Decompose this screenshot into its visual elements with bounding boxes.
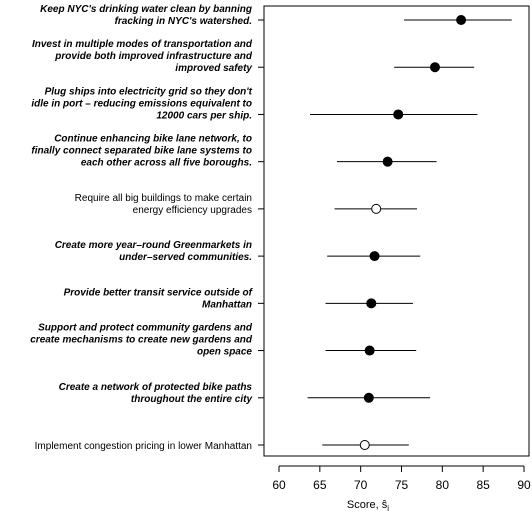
- row-label-line: provide both improved infrastructure and: [54, 51, 253, 62]
- open-score-marker: [359, 440, 370, 450]
- plot-frame: [263, 5, 530, 457]
- filled-score-marker: [369, 251, 380, 262]
- row-label: Support and protect community gardens an…: [30, 323, 253, 358]
- x-tick-label: 70: [354, 478, 368, 492]
- row-label: Require all big buildings to make certai…: [75, 193, 252, 216]
- row-label-line: create mechanisms to create new gardens …: [30, 335, 253, 346]
- filled-score-marker: [456, 15, 467, 25]
- row-label-line: Require all big buildings to make certai…: [75, 193, 252, 204]
- row-label-line: Create more year–round Greenmarkets in: [55, 240, 252, 251]
- filled-score-marker: [393, 109, 404, 120]
- row-label-line: Create a network of protected bike paths: [59, 382, 253, 393]
- row-label-line: throughout the entire city: [131, 394, 253, 405]
- x-axis-title-text: Score, ŝ: [347, 499, 388, 511]
- row-label-line: fracking in NYC's watershed.: [115, 16, 252, 27]
- row-label: Continue enhancing bike lane network, to…: [31, 134, 252, 169]
- row-label: Create more year–round Greenmarkets in un…: [55, 240, 252, 263]
- row-label-line: energy efficiency upgrades: [133, 205, 252, 216]
- row-label: Create a network of protected bike paths…: [59, 382, 253, 405]
- row-label-line: Plug ships into electricity grid so they…: [45, 86, 253, 97]
- row-label-line: Continue enhancing bike lane network, to: [54, 134, 252, 145]
- x-tick-label: 85: [476, 478, 490, 492]
- row-label: Invest in multiple modes of transportati…: [32, 39, 253, 74]
- row-label: Plug ships into electricity grid so they…: [31, 86, 252, 121]
- x-tick-label: 80: [436, 478, 450, 492]
- x-tick-label: 90: [517, 478, 531, 492]
- x-tick-label: 65: [313, 478, 327, 492]
- open-score-marker: [371, 203, 382, 214]
- filled-score-marker: [382, 156, 393, 167]
- row-ticks: [258, 19, 264, 446]
- row-label-line: idle in port – reducing emissions equiva…: [31, 98, 252, 109]
- row-labels: Keep NYC's drinking water clean by banni…: [30, 4, 253, 452]
- row-label-line: Manhattan: [202, 299, 252, 310]
- row-label-line: Invest in multiple modes of transportati…: [32, 39, 253, 50]
- x-tick-label: 75: [395, 478, 409, 492]
- row-label: Keep NYC's drinking water clean by banni…: [40, 4, 252, 27]
- row-label-line: under–served communities.: [119, 252, 252, 263]
- row-label: Provide better transit service outside o…: [64, 287, 254, 310]
- x-axis-title: Score, ŝi: [347, 499, 389, 513]
- row-label-line: Implement congestion pricing in lower Ma…: [35, 441, 252, 452]
- row-label-line: open space: [197, 347, 252, 358]
- score-markers: [359, 15, 467, 450]
- row-label-line: finally connect separated bike lane syst…: [31, 146, 252, 157]
- filled-score-marker: [364, 345, 375, 356]
- filled-score-marker: [429, 62, 440, 73]
- row-label-line: Provide better transit service outside o…: [64, 287, 254, 298]
- x-axis-title-subscript: i: [387, 504, 389, 513]
- filled-score-marker: [363, 392, 374, 403]
- row-label-line: Support and protect community gardens an…: [38, 323, 253, 334]
- x-axis: 60 65 70 75 80 85 90: [272, 465, 531, 492]
- filled-score-marker: [366, 298, 377, 309]
- row-label-line: each other across all five boroughs.: [81, 158, 252, 169]
- x-tick-label: 60: [272, 478, 286, 492]
- row-label-line: 12000 cars per ship.: [156, 110, 252, 121]
- row-label-line: Keep NYC's drinking water clean by banni…: [40, 4, 252, 15]
- row-label-line: improved safety: [175, 63, 252, 74]
- confidence-intervals: [307, 19, 512, 446]
- row-label: Implement congestion pricing in lower Ma…: [35, 441, 252, 452]
